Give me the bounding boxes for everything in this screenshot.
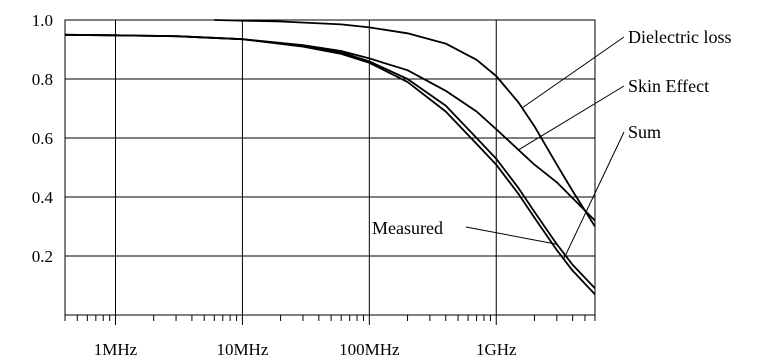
sum-curve: [64, 33, 596, 296]
y-tick-labels: 1.0 0.8 0.6 0.4 0.2: [32, 11, 54, 266]
sum-leader-line: [563, 131, 625, 260]
x-tick-label: 1GHz: [476, 340, 517, 358]
measured-leader-line: [465, 226, 557, 245]
y-tick-label: 1.0: [32, 11, 53, 30]
x-tick-labels: 1MHz 10MHz 100MHz 1GHz: [94, 340, 517, 358]
y-tick-label: 0.4: [32, 188, 54, 207]
measured-curve: [64, 33, 596, 290]
plot-frame: [64, 19, 596, 316]
series-curves: [64, 19, 596, 296]
annotation-leaders: [465, 36, 625, 260]
sum-label: Sum: [628, 122, 661, 142]
x-tick-label: 10MHz: [216, 340, 268, 358]
skin-effect-leader-line: [518, 85, 625, 151]
x-tick-label: 1MHz: [94, 340, 138, 358]
dielectric-loss-curve: [214, 19, 596, 227]
y-tick-label: 0.8: [32, 70, 53, 89]
grid-lines: [65, 19, 595, 315]
y-tick-label: 0.2: [32, 247, 53, 266]
annotation-labels: Dielectric loss Skin Effect Sum Measured: [372, 27, 731, 238]
y-tick-label: 0.6: [32, 129, 53, 148]
x-tick-label: 100MHz: [339, 340, 400, 358]
dielectric-loss-label: Dielectric loss: [628, 27, 731, 47]
measured-label: Measured: [372, 218, 443, 238]
skin-effect-label: Skin Effect: [628, 76, 709, 96]
skin-effect-curve: [64, 33, 596, 222]
x-minor-ticks: [64, 315, 596, 325]
dielectric-loss-leader-line: [521, 36, 625, 109]
